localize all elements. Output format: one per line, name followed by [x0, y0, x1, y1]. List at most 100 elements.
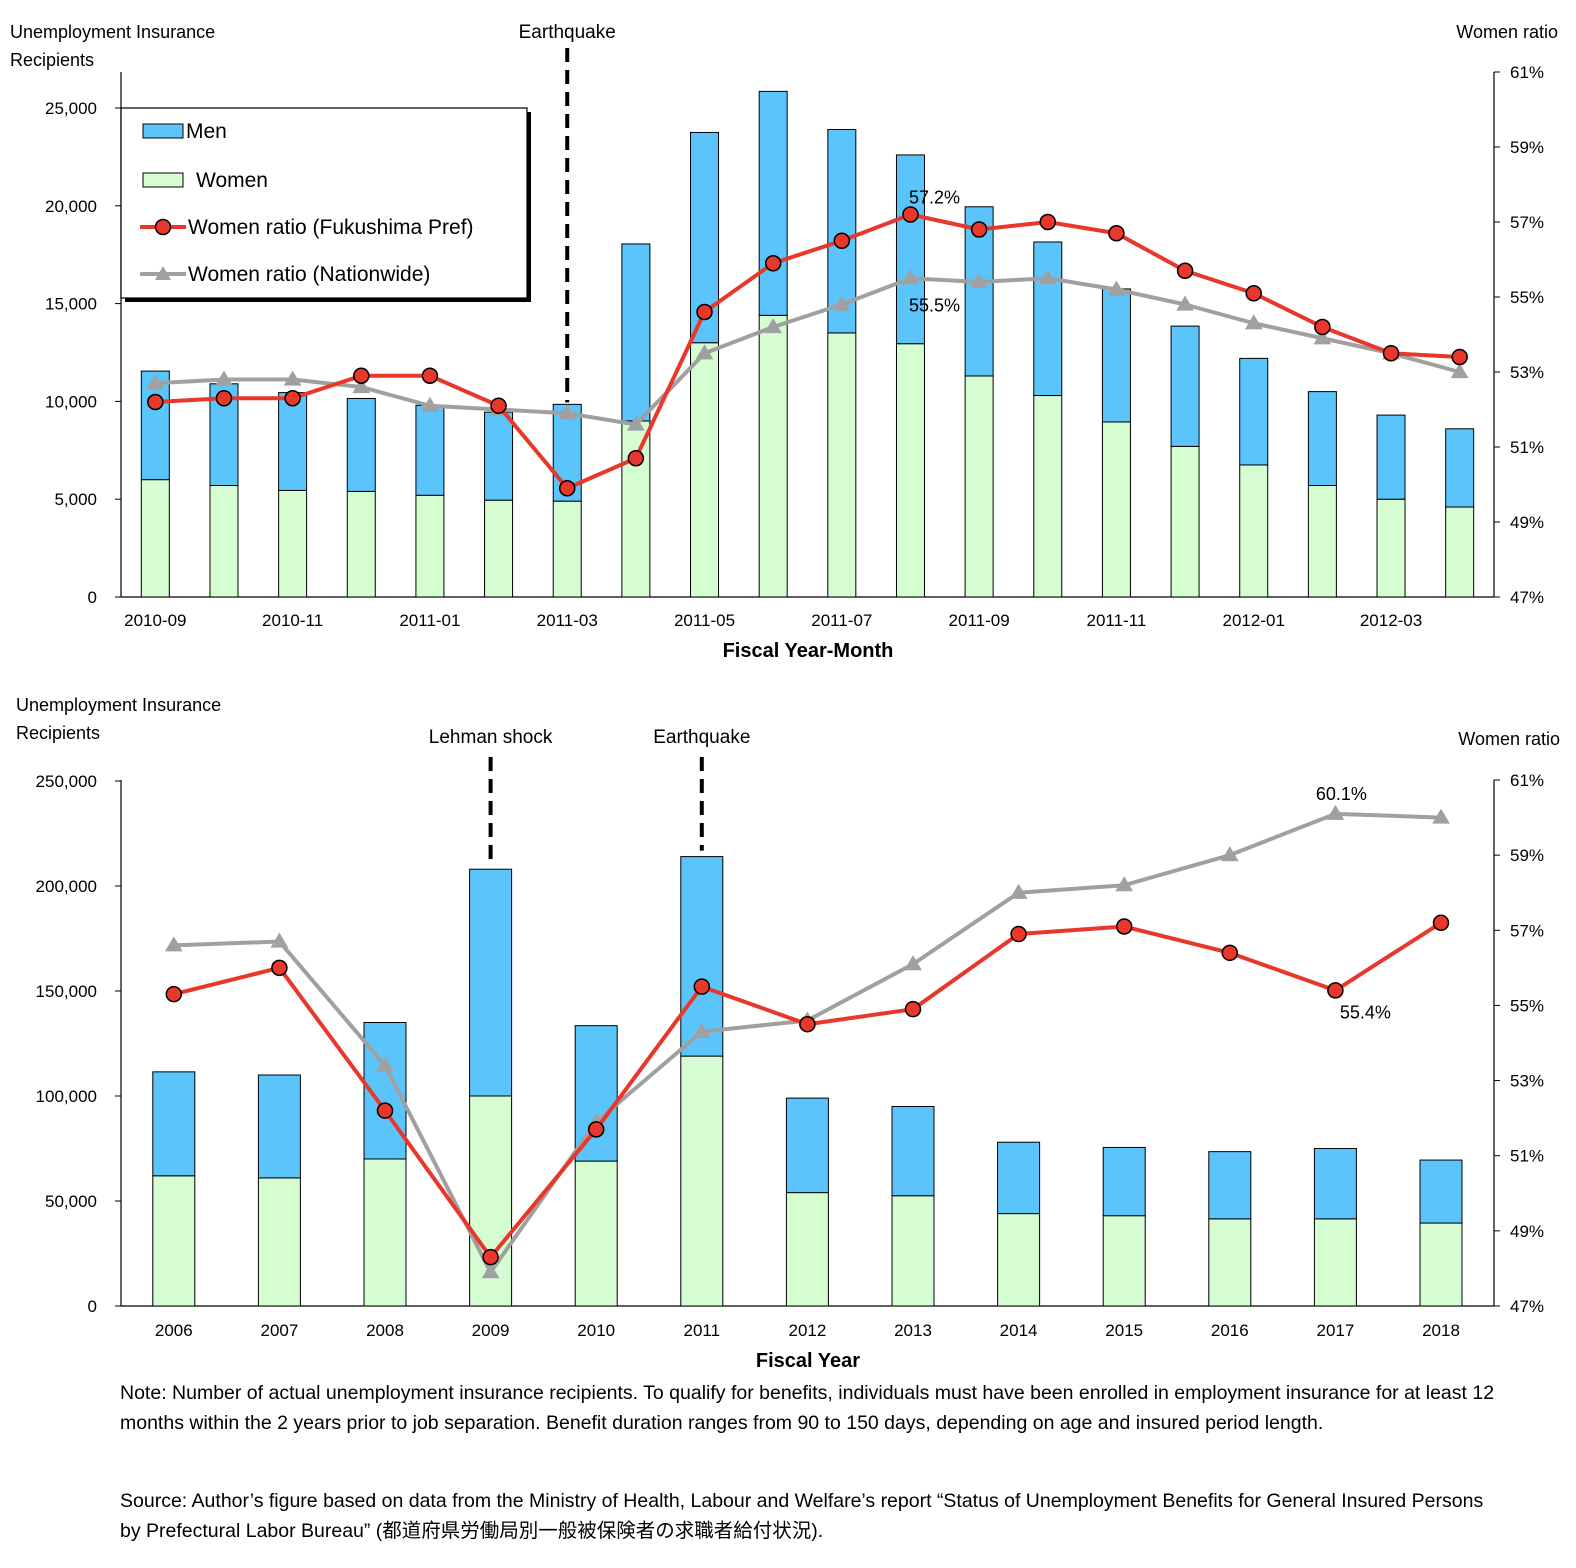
- left-tick-label: 100,000: [36, 1087, 97, 1106]
- bar-women: [1307, 485, 1337, 598]
- point-nationwide: [1313, 329, 1332, 345]
- right-tick-label: 49%: [1510, 1222, 1544, 1241]
- x-tick-label: 2009: [472, 1321, 510, 1340]
- point-nationwide: [1009, 883, 1028, 899]
- data-label: 60.1%: [1316, 784, 1367, 804]
- point-fukushima: [482, 1248, 499, 1266]
- x-axis-title: Fiscal Year: [756, 1350, 860, 1372]
- point-nationwide: [270, 932, 289, 948]
- bar-men: [484, 411, 514, 501]
- point-fukushima: [693, 978, 711, 995]
- point-nationwide: [215, 370, 233, 386]
- legend-marker-triangle: [155, 266, 171, 280]
- bar-men: [469, 868, 513, 1097]
- y-axis-title-right: Women ratio: [1458, 729, 1560, 749]
- point-fukushima: [904, 1000, 922, 1018]
- point-fukushima: [799, 1015, 816, 1033]
- x-tick-label: 2010-09: [124, 611, 186, 630]
- right-tick-label: 49%: [1510, 513, 1544, 532]
- point-fukushima: [558, 480, 576, 497]
- point-fukushima: [376, 1102, 394, 1119]
- point-fukushima: [696, 303, 713, 321]
- bar-women: [1313, 1218, 1357, 1307]
- point-fukushima: [1314, 318, 1331, 336]
- bar-women: [1376, 498, 1406, 598]
- right-tick-label: 53%: [1510, 1072, 1544, 1091]
- bar-women: [1445, 506, 1475, 598]
- bar-men: [997, 1141, 1041, 1215]
- right-tick-label: 51%: [1510, 1147, 1544, 1166]
- legend-marker-circle: [154, 218, 172, 236]
- bar-women: [484, 499, 514, 598]
- point-nationwide: [164, 936, 183, 952]
- bar-women: [895, 343, 925, 598]
- bar-men: [1208, 1151, 1252, 1220]
- x-tick-label: 2012-01: [1223, 611, 1285, 630]
- right-tick-label: 55%: [1510, 996, 1544, 1015]
- point-fukushima: [165, 985, 183, 1003]
- point-nationwide: [692, 1022, 711, 1038]
- legend-label-fukushima: Women ratio (Fukushima Pref): [188, 216, 474, 239]
- y-axis-title-left: Unemployment Insurance: [16, 695, 221, 715]
- x-tick-label: 2014: [1000, 1321, 1038, 1340]
- right-tick-label: 47%: [1510, 1297, 1544, 1316]
- point-nationwide: [283, 370, 302, 386]
- bar-men: [1170, 325, 1200, 447]
- right-tick-label: 61%: [1510, 771, 1544, 790]
- x-tick-label: 2015: [1105, 1321, 1143, 1340]
- bar-men: [415, 404, 445, 496]
- point-fukushima: [587, 1121, 605, 1138]
- chart-panel-bottom: [115, 757, 1500, 1307]
- bar-women: [827, 332, 857, 598]
- point-fukushima: [1115, 918, 1133, 935]
- point-nationwide: [1107, 280, 1126, 296]
- bar-men: [152, 1071, 196, 1177]
- point-fukushima: [1382, 345, 1400, 362]
- point-nationwide: [376, 1056, 394, 1072]
- bar-men: [1419, 1159, 1463, 1224]
- bar-women: [1102, 1215, 1146, 1307]
- point-nationwide: [627, 415, 645, 431]
- right-tick-label: 57%: [1510, 213, 1544, 232]
- chart-panel-top: [115, 48, 1500, 598]
- point-fukushima: [271, 959, 288, 977]
- bar-women: [785, 1192, 829, 1307]
- point-nationwide: [146, 374, 165, 390]
- point-fukushima: [627, 450, 645, 467]
- bar-women: [680, 1055, 724, 1307]
- x-tick-label: 2011: [684, 1321, 721, 1340]
- point-nationwide: [695, 344, 714, 360]
- bar-men: [346, 397, 376, 492]
- bar-women: [1208, 1218, 1252, 1307]
- right-tick-label: 57%: [1510, 921, 1544, 940]
- event-label: Earthquake: [653, 727, 750, 748]
- bar-women: [758, 314, 788, 598]
- bar-men: [621, 243, 651, 422]
- point-nationwide: [1326, 804, 1345, 820]
- left-tick-label: 150,000: [36, 982, 97, 1001]
- bar-men: [891, 1106, 935, 1197]
- point-fukushima: [1039, 213, 1057, 231]
- right-tick-label: 55%: [1510, 288, 1544, 307]
- bar-women: [690, 342, 720, 598]
- bar-women: [346, 490, 376, 598]
- point-fukushima: [833, 232, 851, 249]
- left-tick-label: 10,000: [45, 392, 97, 411]
- point-nationwide: [1450, 363, 1469, 379]
- x-tick-label: 2018: [1422, 1321, 1460, 1340]
- point-nationwide: [1432, 808, 1450, 824]
- x-tick-label: 2007: [260, 1321, 298, 1340]
- point-nationwide: [764, 318, 783, 334]
- point-fukushima: [1432, 914, 1450, 932]
- data-label: 57.2%: [909, 188, 960, 208]
- x-tick-label: 2011-01: [399, 611, 460, 630]
- x-tick-label: 2011-11: [1086, 611, 1146, 630]
- y-axis-title-right: Women ratio: [1456, 22, 1558, 42]
- data-label: 55.4%: [1340, 1002, 1391, 1022]
- x-tick-label: 2008: [366, 1321, 404, 1340]
- right-tick-label: 51%: [1510, 438, 1544, 457]
- bar-women: [1170, 445, 1200, 598]
- right-tick-label: 61%: [1510, 63, 1544, 82]
- left-tick-label: 0: [88, 588, 97, 607]
- bar-men: [1239, 357, 1269, 466]
